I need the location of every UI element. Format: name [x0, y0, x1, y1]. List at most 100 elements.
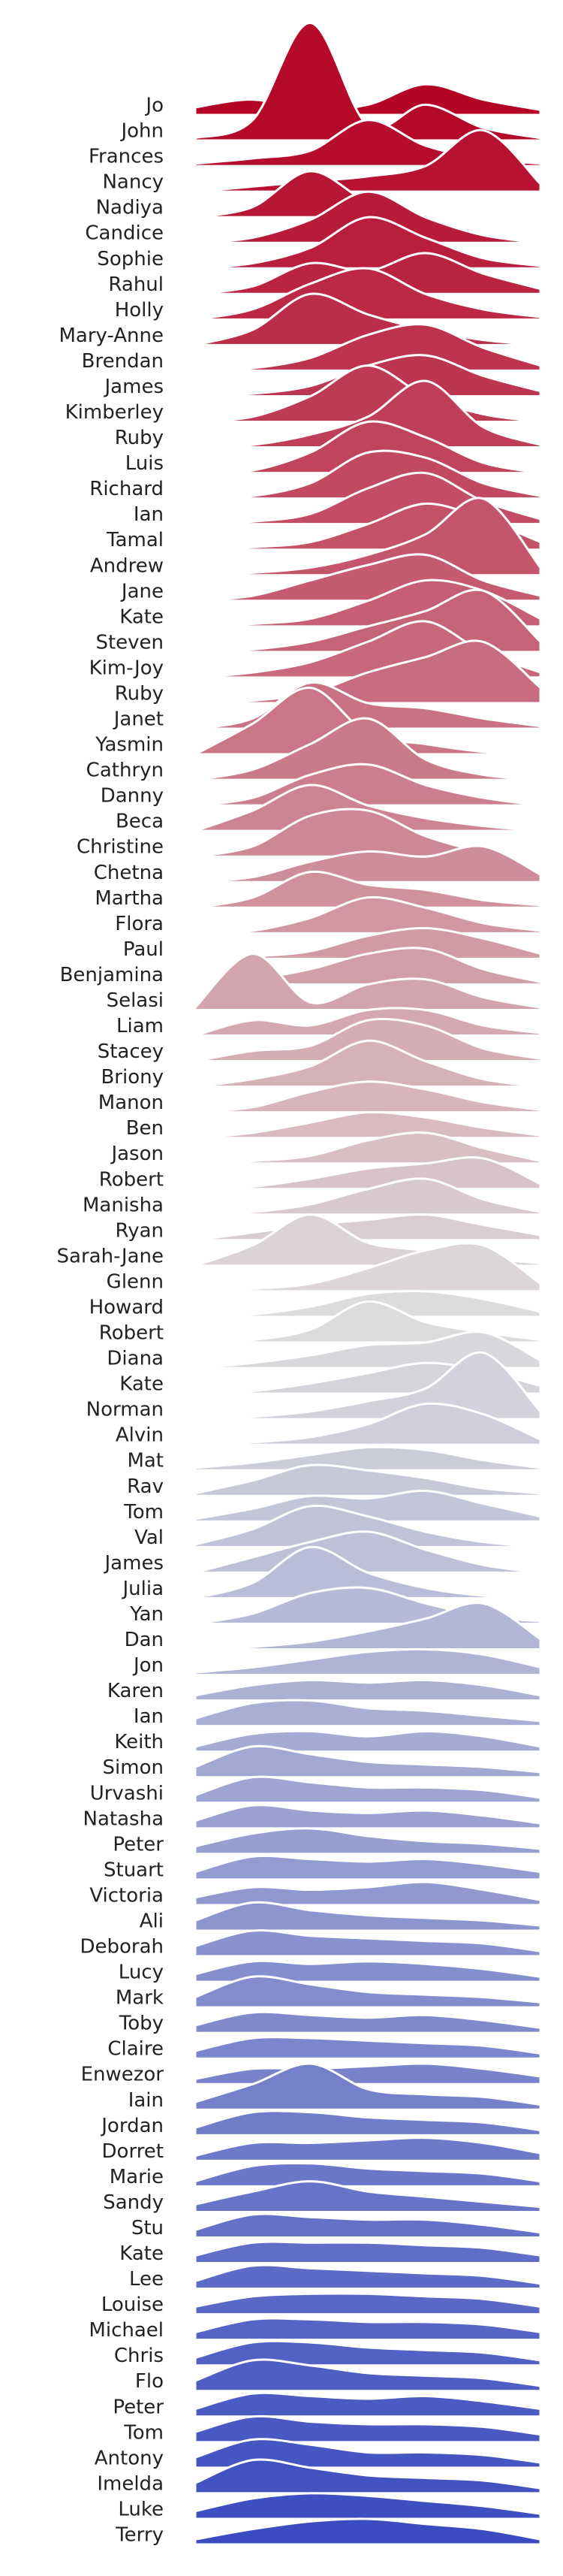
row-label: Stu [131, 2217, 164, 2239]
row-label: Nancy [102, 171, 164, 194]
row-label: Tom [123, 2421, 164, 2444]
ridge [194, 895, 542, 935]
ridge [194, 1744, 542, 1779]
row-label: Jon [132, 1654, 164, 1677]
row-label: Kate [119, 605, 164, 628]
row-label: Claire [107, 2038, 164, 2061]
row-label: Stacey [98, 1040, 164, 1063]
row-label: Ruby [115, 427, 164, 449]
row-label: Janet [113, 708, 164, 731]
ridge [194, 1177, 542, 1216]
ridge [194, 1213, 542, 1242]
row-label: Norman [86, 1399, 164, 1421]
row-label: Antony [95, 2447, 164, 2469]
ridge [194, 2391, 542, 2418]
row-label: Yasmin [95, 734, 164, 756]
row-label: Ryan [116, 1219, 164, 1242]
row-label: Robert [99, 1322, 164, 1345]
row-label: Simon [103, 1756, 164, 1779]
ridge [194, 2339, 542, 2367]
ridge [194, 1080, 542, 1114]
ridge [194, 379, 542, 449]
row-label: Jo [144, 95, 164, 117]
row-label: Dan [125, 1629, 164, 1651]
row-label: Urvashi [90, 1782, 164, 1804]
row-label: Tamal [106, 529, 164, 551]
ridge [194, 844, 542, 883]
row-label: Karen [107, 1680, 164, 1702]
ridge [194, 2010, 542, 2034]
ridge [194, 21, 542, 142]
row-label: Tom [123, 1501, 164, 1524]
ridge [194, 2109, 542, 2137]
ridge [194, 83, 542, 116]
ridge [194, 1445, 542, 1472]
row-label: Jason [110, 1143, 164, 1165]
ridge [194, 2263, 542, 2291]
row-label: Ian [134, 503, 164, 526]
row-label: Rav [127, 1475, 164, 1498]
row-label: Kate [119, 1373, 164, 1396]
ridge [194, 1039, 541, 1089]
ridge [194, 1959, 542, 1983]
ridge [194, 2517, 542, 2546]
row-label: Peter [113, 2396, 164, 2418]
ridge [194, 323, 542, 372]
row-label: Cathryn [86, 760, 164, 782]
ridge [194, 420, 541, 475]
ridge [194, 2036, 542, 2060]
row-label: Lee [129, 2268, 164, 2291]
row-label: Glenn [107, 1270, 164, 1293]
ridge [194, 1351, 542, 1421]
row-label: Julia [121, 1578, 164, 1600]
row-label: Holly [115, 299, 164, 322]
row-label: Enwezor [81, 2064, 164, 2086]
ridge [194, 2212, 542, 2239]
row-label: Jordan [100, 2115, 164, 2137]
ridge [194, 1854, 542, 1881]
ridge [194, 2438, 542, 2469]
row-label: Danny [101, 785, 164, 808]
ridge [194, 2414, 542, 2444]
ridge [194, 1901, 542, 1932]
row-label: Deborah [80, 1936, 164, 1958]
row-label: Steven [95, 631, 164, 654]
ridge [194, 1880, 542, 1907]
row-label: Richard [89, 478, 164, 500]
ridge [194, 497, 542, 577]
row-label: Robert [99, 1168, 164, 1191]
row-label: Benjamina [60, 964, 164, 986]
ridge [194, 2292, 542, 2316]
ridge [194, 2137, 542, 2162]
ridge [194, 216, 542, 270]
ridge [194, 1242, 542, 1293]
ridge [194, 1775, 542, 1804]
ridge [194, 128, 542, 193]
ridge [194, 2240, 542, 2265]
ridge [194, 2062, 542, 2085]
ridge [194, 1489, 542, 1523]
ridge [194, 1975, 542, 2009]
row-label: Michael [89, 2319, 164, 2342]
row-label: Chetna [94, 862, 164, 884]
row-label: Howard [89, 1296, 164, 1318]
row-label: Victoria [89, 1884, 164, 1907]
row-label: Christine [77, 836, 164, 859]
row-label: Val [134, 1527, 164, 1549]
row-label: Martha [95, 887, 164, 910]
row-label: Kimberley [65, 401, 164, 424]
row-label: Natasha [83, 1807, 164, 1830]
ridge [194, 1330, 542, 1370]
ridge [194, 1131, 542, 1165]
row-label: Toby [119, 2013, 164, 2035]
ridge [194, 292, 541, 346]
row-label: James [104, 376, 164, 398]
row-label: Ian [134, 1705, 164, 1728]
row-label: Andrew [90, 554, 164, 577]
row-label: Manisha [83, 1194, 164, 1216]
row-label: John [119, 120, 164, 143]
ridge [194, 2317, 542, 2342]
row-label: Kate [119, 2242, 164, 2265]
row-label: Paul [123, 938, 164, 961]
